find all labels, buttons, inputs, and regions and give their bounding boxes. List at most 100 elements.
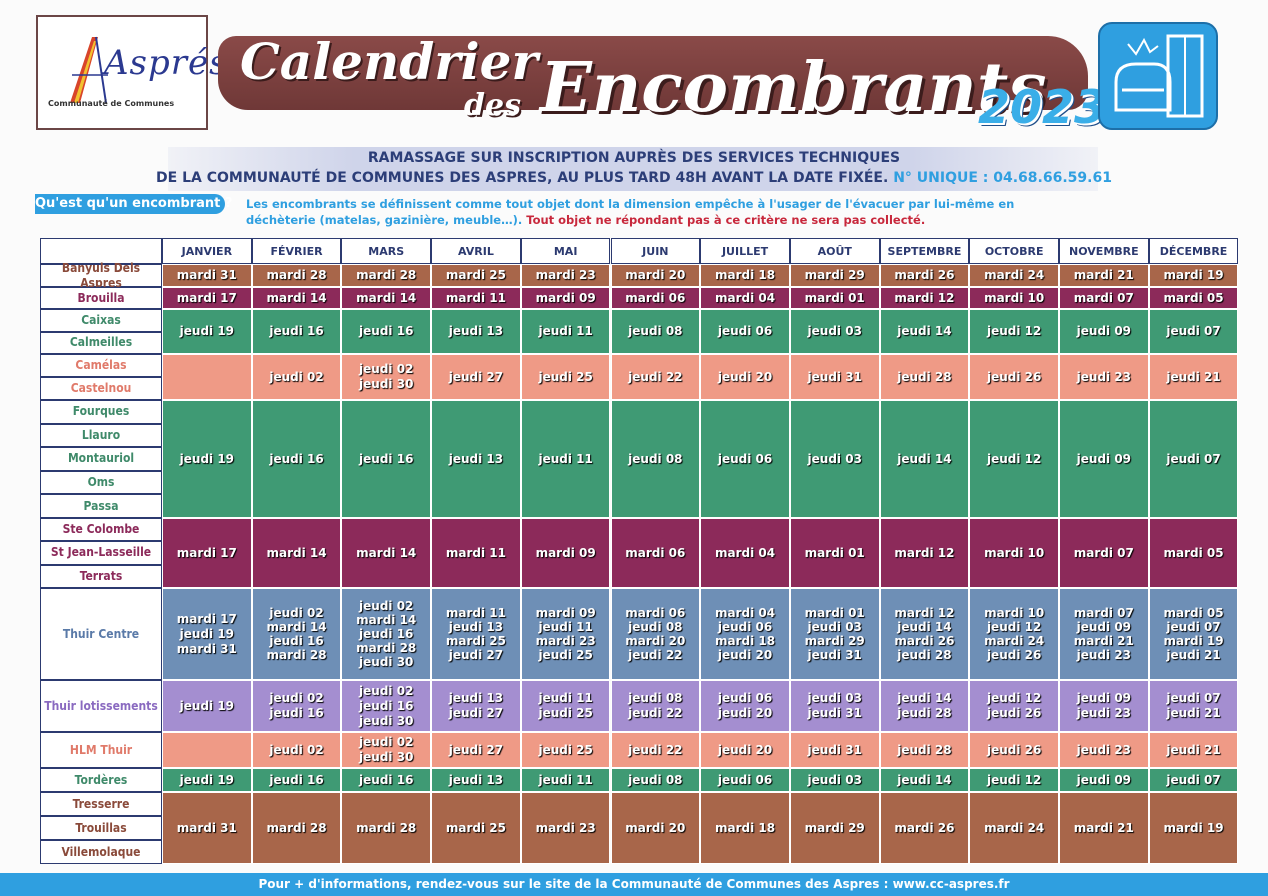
date-cell: mardi 17	[162, 287, 252, 309]
commune-name: Oms	[40, 470, 162, 495]
date-cell: mardi 14	[251, 518, 342, 588]
date-cell: jeudi 11	[520, 768, 611, 792]
date-cell: jeudi 12 jeudi 26	[969, 680, 1059, 732]
date-cell: mardi 10	[969, 518, 1059, 588]
date-cell	[162, 354, 252, 400]
definition-body: Les encombrants se définissent comme tou…	[246, 197, 1015, 227]
commune-name: Llauro	[40, 423, 162, 448]
header-corner	[40, 238, 162, 264]
date-cell: jeudi 07 jeudi 21	[1148, 680, 1239, 732]
date-cell: mardi 23	[520, 792, 611, 864]
date-cell: mardi 14	[251, 287, 342, 309]
date-cell: jeudi 06	[700, 309, 790, 354]
date-cell: jeudi 31	[789, 354, 880, 400]
date-cell: mardi 29	[789, 792, 880, 864]
date-cell: mardi 28	[251, 792, 342, 864]
date-cell: mardi 09	[520, 518, 611, 588]
date-cell: jeudi 16	[251, 309, 342, 354]
date-cell: mardi 20	[610, 792, 701, 864]
commune-name: Fourques	[40, 400, 162, 424]
date-cell: jeudi 07	[1148, 309, 1239, 354]
date-cell: mardi 21	[1059, 264, 1149, 287]
date-cell: mardi 28	[251, 264, 342, 287]
date-cell: jeudi 08	[610, 309, 701, 354]
date-cell: mardi 06	[610, 287, 701, 309]
date-cell: jeudi 13	[431, 768, 521, 792]
date-cell: jeudi 19	[162, 400, 252, 518]
date-cell: mardi 19	[1148, 264, 1239, 287]
date-cell: jeudi 02 jeudi 16	[251, 680, 342, 732]
date-cell: mardi 20	[610, 264, 701, 287]
date-cell: jeudi 27	[431, 732, 521, 768]
date-cell: jeudi 19	[162, 768, 252, 792]
date-cell: mardi 11 jeudi 13 mardi 25 jeudi 27	[431, 588, 521, 680]
date-cell: jeudi 03 jeudi 31	[789, 680, 880, 732]
commune-name: Tresserre	[40, 792, 162, 816]
info-line2: DE LA COMMUNAUTÉ DE COMMUNES DES ASPRES,…	[0, 170, 1268, 186]
date-cell: mardi 29	[789, 264, 880, 287]
date-cell: mardi 21	[1059, 792, 1149, 864]
commune-name: Banyuls Dels Aspres	[40, 261, 162, 290]
date-cell: mardi 05	[1148, 518, 1239, 588]
date-cell: jeudi 07	[1148, 400, 1239, 518]
month-header: JANVIER	[162, 238, 252, 264]
commune-name: Terrats	[40, 564, 162, 588]
date-cell: jeudi 08	[610, 400, 701, 518]
date-cell: jeudi 28	[879, 354, 970, 400]
date-cell: jeudi 21	[1148, 732, 1239, 768]
date-cell: jeudi 19	[162, 680, 252, 732]
phone-number: N° UNIQUE : 04.68.66.59.61	[893, 170, 1112, 186]
date-cell: mardi 26	[879, 792, 970, 864]
date-cell: jeudi 22	[610, 354, 701, 400]
month-header: NOVEMBRE	[1059, 238, 1149, 264]
date-cell: jeudi 09 jeudi 23	[1059, 680, 1149, 732]
commune-name: Thuir Centre	[40, 588, 162, 680]
date-cell: jeudi 28	[879, 732, 970, 768]
date-cell: mardi 25	[431, 264, 521, 287]
date-cell: jeudi 03	[789, 400, 880, 518]
commune-name: Castelnou	[40, 377, 162, 400]
calendar-table: JANVIER FÉVRIER MARS AVRIL MAI JUIN JUILLET AOÛ…	[40, 238, 1239, 870]
date-cell: mardi 14	[341, 518, 432, 588]
month-header: OCTOBRE	[969, 238, 1059, 264]
commune-name: Caixas	[40, 309, 162, 332]
date-cell: jeudi 19	[162, 309, 252, 354]
title-line2: Encombrants	[540, 48, 1047, 128]
month-header: FÉVRIER	[251, 238, 342, 264]
date-cell: jeudi 09	[1059, 768, 1149, 792]
date-cell: mardi 23	[520, 264, 611, 287]
date-cell: mardi 18	[700, 264, 790, 287]
date-cell: jeudi 16	[251, 400, 342, 518]
date-cell: jeudi 23	[1059, 732, 1149, 768]
info-band	[168, 147, 1098, 191]
date-cell: jeudi 22	[610, 732, 701, 768]
commune-name: HLM Thuir	[40, 732, 162, 768]
date-cell: mardi 10	[969, 287, 1059, 309]
month-header: MARS	[341, 238, 432, 264]
date-cell: jeudi 13 jeudi 27	[431, 680, 521, 732]
date-cell: jeudi 02 jeudi 16 jeudi 30	[341, 680, 432, 732]
date-cell: jeudi 14	[879, 400, 970, 518]
commune-name: Tordères	[40, 768, 162, 792]
logo-a-icon	[70, 36, 108, 104]
date-cell: jeudi 06	[700, 400, 790, 518]
date-cell: mardi 18	[700, 792, 790, 864]
date-cell: mardi 01	[789, 287, 880, 309]
date-cell: jeudi 03	[789, 309, 880, 354]
date-cell: jeudi 27	[431, 354, 521, 400]
date-cell: jeudi 23	[1059, 354, 1149, 400]
date-cell: jeudi 14	[879, 309, 970, 354]
date-cell: jeudi 12	[969, 768, 1059, 792]
date-cell: mardi 12	[879, 518, 970, 588]
date-cell: mardi 04	[700, 287, 790, 309]
date-cell: jeudi 06	[700, 768, 790, 792]
title-line1: Calendrier	[240, 32, 538, 91]
date-cell: jeudi 31	[789, 732, 880, 768]
logo-name: Asprés	[104, 43, 228, 83]
title-band	[218, 36, 1088, 110]
date-cell: jeudi 02 jeudi 30	[341, 732, 432, 768]
date-cell: jeudi 02 jeudi 30	[341, 354, 432, 400]
date-cell: jeudi 25	[520, 732, 611, 768]
month-header: SEPTEMBRE	[879, 238, 970, 264]
date-cell: mardi 04	[700, 518, 790, 588]
